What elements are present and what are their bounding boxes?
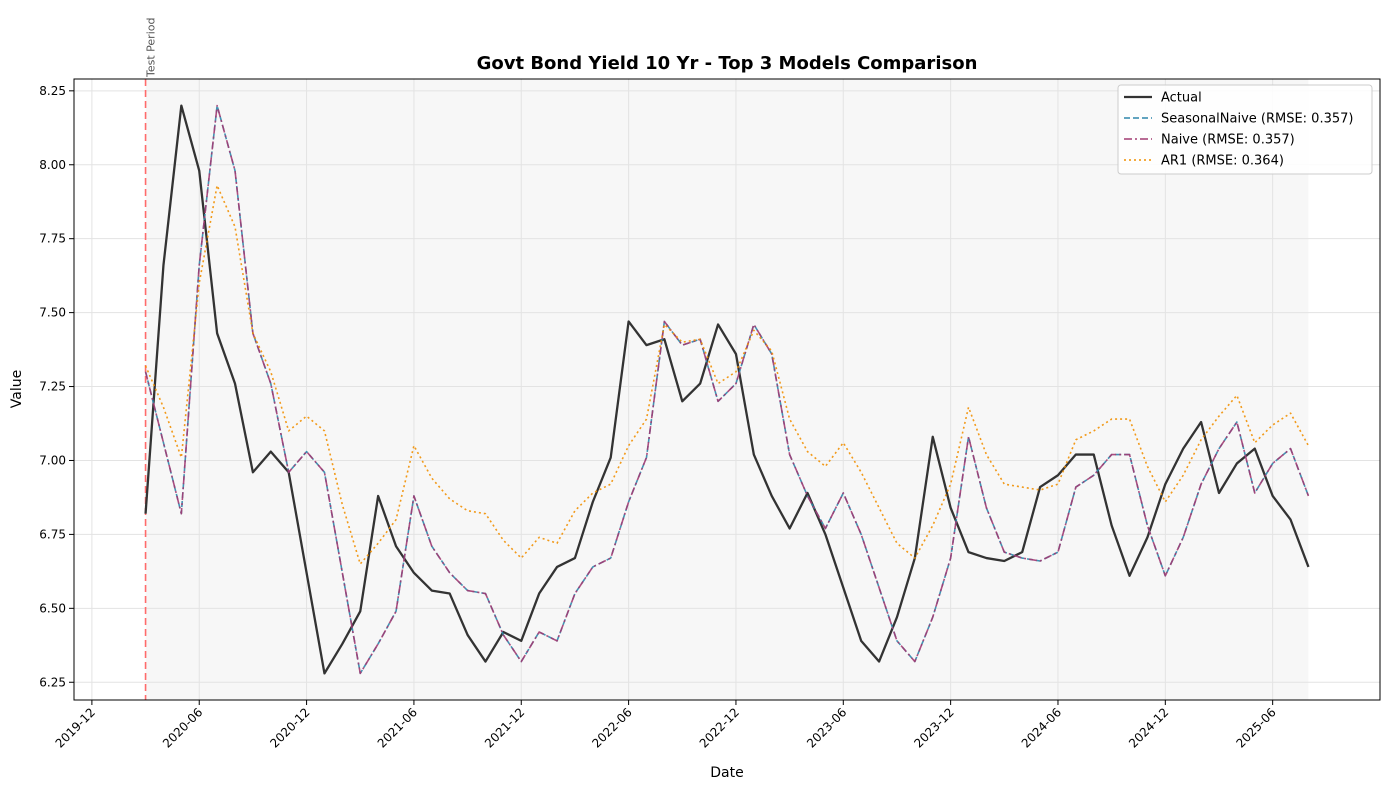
legend-box [1117, 84, 1373, 175]
y-tick-label: 6.75 [39, 527, 66, 541]
series-line-0 [144, 104, 1310, 675]
legend-label-0: Actual [1161, 91, 1202, 106]
series-line-1 [144, 104, 1310, 675]
y-tick-label: 6.25 [39, 675, 66, 689]
y-tick-label: 8.25 [39, 84, 66, 98]
test-period-shading [145, 79, 1309, 700]
x-axis-label: Date [710, 765, 743, 781]
chart-title: Govt Bond Yield 10 Yr - Top 3 Models Com… [477, 53, 978, 74]
y-tick-label: 7.00 [39, 453, 66, 467]
legend-label-3: AR1 (RMSE: 0.364) [1161, 154, 1284, 169]
y-tick-label: 7.25 [39, 380, 66, 394]
y-axis-label: Value [9, 370, 25, 408]
legend-label-1: SeasonalNaive (RMSE: 0.357) [1161, 112, 1353, 127]
y-tick-label: 6.50 [39, 601, 66, 615]
series-line-2 [144, 104, 1310, 675]
series-line-3 [144, 184, 1310, 565]
test-period-label: Test Period [145, 18, 158, 78]
axes-frame [73, 78, 1381, 701]
y-tick-label: 7.50 [39, 306, 66, 320]
y-tick-label: 8.00 [39, 158, 66, 172]
legend-label-2: Naive (RMSE: 0.357) [1161, 133, 1295, 148]
y-tick-label: 7.75 [39, 232, 66, 246]
legend: Actual SeasonalNaive (RMSE: 0.357) Naive (… [1117, 84, 1373, 175]
